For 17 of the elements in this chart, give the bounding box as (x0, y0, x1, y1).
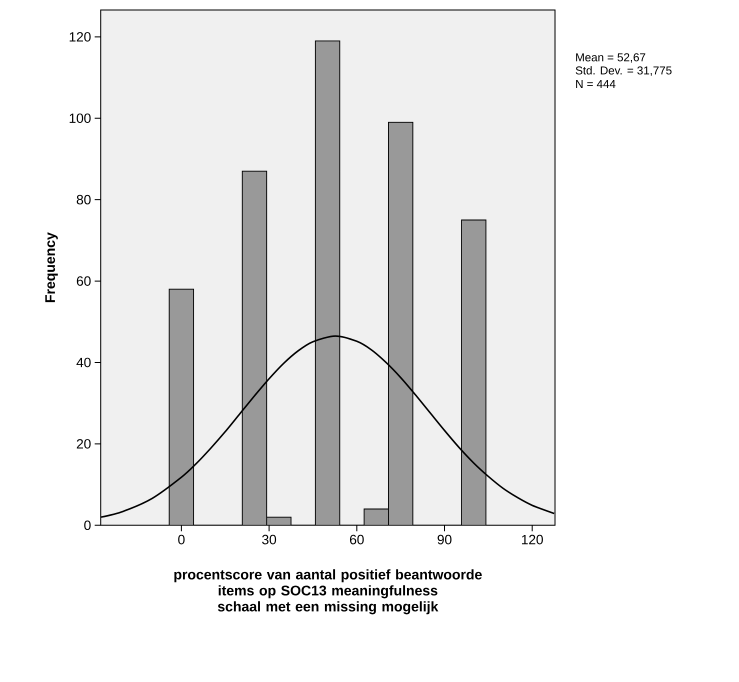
y-tick-label: 0 (84, 520, 91, 530)
x-tick-label: 30 (262, 534, 276, 544)
y-axis-title: Frequency (45, 232, 58, 302)
y-tick-label: 40 (76, 358, 91, 368)
x-tick-label: 0 (178, 534, 185, 544)
y-tick-label: 120 (70, 32, 91, 42)
x-tick-label: 120 (522, 534, 543, 544)
y-tick-label: 60 (76, 276, 91, 286)
x-tick-label: 60 (350, 534, 364, 544)
y-tick-label: 100 (70, 113, 91, 124)
x-axis-title: procentscore van aantal positief beantwoorde items op SOC13 meaningfulness schaal met een missing mogelijk (174, 569, 482, 614)
y-tick-label: 20 (76, 439, 91, 449)
text: Std. Dev. = 31,775 (576, 66, 672, 76)
text: N = 444 (576, 80, 616, 88)
x-tick-label: 90 (438, 534, 452, 544)
text: Mean = 52,67 (576, 53, 646, 63)
y-tick-label: 80 (76, 194, 91, 204)
